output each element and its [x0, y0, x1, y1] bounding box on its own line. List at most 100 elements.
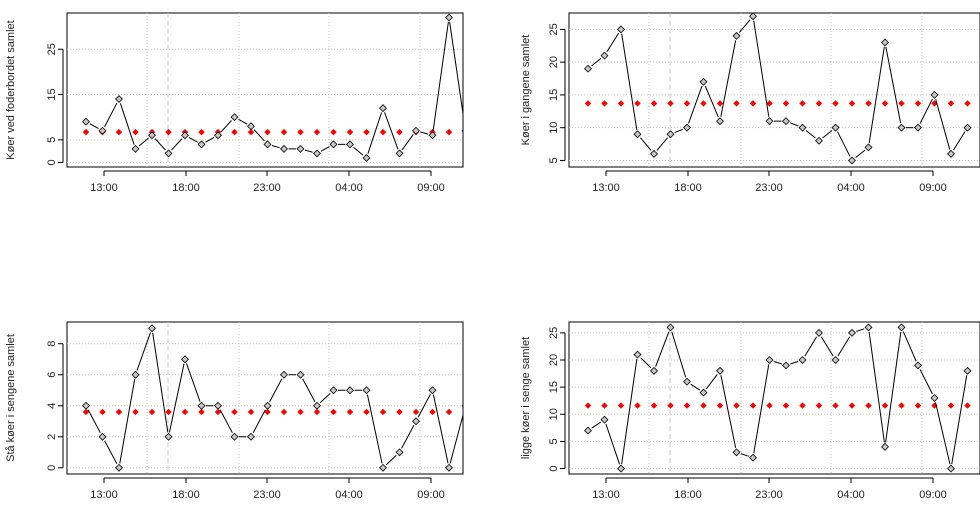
y-tick-label: 10	[548, 408, 560, 420]
x-tick-label: 09:00	[919, 489, 947, 501]
series-segment	[688, 85, 703, 124]
data-point	[666, 130, 675, 139]
data-point	[214, 131, 222, 140]
data-point	[445, 463, 453, 472]
mean-marker	[148, 408, 156, 416]
data-point	[963, 123, 972, 132]
series-segment	[919, 98, 933, 124]
series-segment	[951, 375, 968, 465]
data-point	[230, 432, 239, 441]
plot-frame	[568, 321, 980, 475]
mean-marker	[82, 408, 90, 416]
mean-marker	[297, 408, 304, 416]
series-segment	[868, 331, 885, 443]
data-point	[181, 131, 189, 140]
mean-marker	[716, 402, 724, 409]
data-point	[263, 140, 272, 149]
data-point	[831, 356, 840, 364]
series-segment	[432, 394, 449, 464]
data-point	[461, 129, 463, 133]
mean-marker	[445, 128, 453, 136]
x-tick-label: 13:00	[592, 182, 620, 194]
x-tick-label: 13:00	[592, 489, 620, 501]
data-point	[963, 366, 972, 375]
data-point	[148, 131, 156, 140]
mean-marker	[584, 100, 592, 107]
mean-marker	[99, 408, 106, 416]
data-point	[914, 361, 922, 370]
mean-marker	[601, 100, 608, 107]
mean-marker	[313, 128, 321, 136]
series-segment	[449, 21, 463, 118]
data-point	[214, 401, 222, 410]
mean-marker	[832, 402, 839, 409]
data-point	[584, 426, 592, 435]
x-tick-label: 23:00	[755, 182, 783, 194]
series-segment	[252, 409, 266, 434]
series-segment	[837, 131, 851, 157]
data-point	[765, 356, 774, 364]
data-point	[716, 117, 724, 126]
mean-marker	[683, 100, 691, 107]
mean-marker	[832, 100, 839, 107]
mean-marker	[82, 128, 90, 136]
series-segment	[591, 58, 602, 67]
x-tick-label: 13:00	[90, 489, 118, 501]
mean-marker	[782, 100, 790, 107]
x-tick-label: 09:00	[417, 489, 445, 501]
series-segment	[417, 393, 431, 418]
data-point	[897, 323, 906, 332]
series-segment	[605, 423, 621, 465]
data-point	[115, 95, 123, 104]
data-point	[699, 388, 708, 397]
series-segment	[238, 118, 248, 125]
mean-marker	[815, 402, 823, 409]
panel-4: 0 5 10 15 20 25 13:00 18:00 23:00 04:00 09:00 ligge…	[520, 321, 980, 501]
data-point	[115, 463, 123, 472]
data-point	[395, 149, 404, 158]
series-segment	[919, 369, 933, 395]
data-point	[247, 122, 255, 131]
series-segment	[168, 363, 185, 433]
y-tick-label: 6	[46, 372, 58, 378]
series-segment	[621, 33, 638, 130]
series-segment	[152, 332, 169, 433]
series-segment	[367, 112, 383, 154]
mean-marker	[898, 100, 905, 107]
series-segment	[935, 402, 951, 465]
x-tick-label: 18:00	[674, 489, 702, 501]
data-point	[881, 38, 889, 47]
series-segment	[753, 364, 770, 454]
series-segment	[885, 46, 902, 124]
series-segment	[269, 378, 283, 403]
data-point	[346, 140, 354, 149]
mean-marker	[346, 408, 354, 416]
data-point	[947, 464, 955, 473]
data-point	[445, 13, 453, 22]
data-point	[650, 149, 658, 158]
series-segment	[136, 332, 151, 371]
series-segment	[87, 409, 101, 434]
series-segment	[606, 32, 620, 53]
data-point	[914, 123, 922, 132]
data-point	[329, 386, 338, 395]
data-point	[395, 448, 404, 457]
y-tick-label: 15	[548, 89, 560, 101]
mean-marker	[881, 402, 889, 409]
panel-1: 0 5 15 25 13:00 18:00 23:00 04:00 09:00 Køer ved …	[5, 12, 464, 194]
mean-marker	[700, 100, 707, 107]
data-point	[798, 123, 807, 132]
series-segment	[902, 331, 917, 362]
series-segment	[319, 392, 331, 404]
data-point	[313, 149, 321, 158]
mean-marker	[264, 408, 271, 416]
mean-marker	[683, 402, 691, 409]
mean-marker	[115, 128, 123, 136]
data-point	[716, 366, 724, 375]
data-point	[148, 324, 156, 333]
series-segment	[868, 46, 885, 143]
x-tick-label: 18:00	[674, 182, 702, 194]
data-point	[131, 144, 140, 153]
mean-marker	[297, 128, 304, 136]
data-point	[864, 323, 873, 332]
